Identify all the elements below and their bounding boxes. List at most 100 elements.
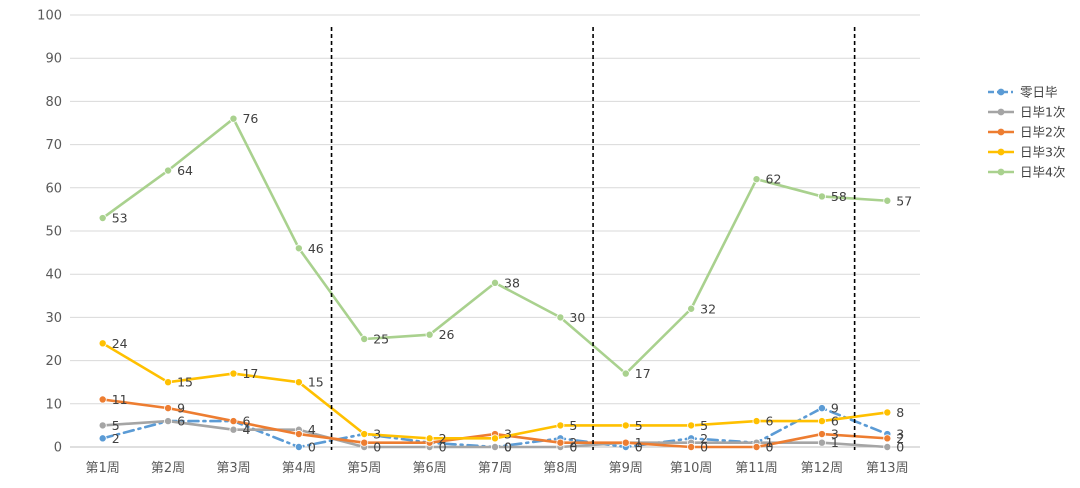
data-point — [817, 404, 826, 413]
series-5 — [98, 114, 892, 378]
data-label: 15 — [177, 375, 193, 390]
legend-item: 日毕3次 — [988, 145, 1065, 160]
data-label: 0 — [569, 440, 577, 455]
data-point — [621, 421, 630, 430]
data-point — [817, 438, 826, 447]
y-tick-label: 100 — [37, 9, 62, 24]
data-label: 6 — [831, 414, 839, 429]
data-label: 25 — [373, 332, 389, 347]
x-tick-label: 第5周 — [347, 461, 381, 476]
y-tick-label: 10 — [45, 397, 62, 412]
data-point — [164, 417, 173, 426]
data-label: 30 — [569, 310, 585, 325]
data-label: 24 — [112, 336, 128, 351]
data-label: 64 — [177, 163, 193, 178]
data-label: 62 — [766, 172, 782, 187]
data-label: 1 — [635, 435, 643, 450]
data-point — [98, 214, 107, 223]
data-point — [98, 434, 107, 443]
data-point — [490, 278, 499, 287]
data-label: 5 — [700, 418, 708, 433]
y-tick-label: 90 — [45, 52, 62, 67]
data-label: 17 — [635, 366, 651, 381]
data-label: 0 — [700, 440, 708, 455]
x-axis: 第1周 第2周 第3周 第4周 第5周 第6周 第7周 第8周 第9周 第10周 第11周 第12周 第… — [86, 461, 909, 476]
data-label: 0 — [635, 440, 643, 455]
data-point — [164, 166, 173, 175]
series-line — [101, 117, 889, 375]
gridlines — [70, 14, 920, 448]
data-point — [229, 369, 238, 378]
legend-marker — [997, 168, 1005, 176]
data-label: 4 — [308, 422, 316, 437]
data-label: 3 — [896, 427, 904, 442]
data-point — [752, 442, 761, 451]
data-point — [556, 421, 565, 430]
data-point — [294, 442, 303, 451]
data-label: 3 — [373, 427, 381, 442]
data-label: 0 — [504, 440, 512, 455]
data-label: 26 — [439, 327, 455, 342]
legend-label: 零日毕 — [1020, 85, 1058, 100]
x-tick-label: 第3周 — [216, 461, 250, 476]
legend-item: 零日毕 — [988, 85, 1058, 100]
x-tick-label: 第9周 — [609, 461, 643, 476]
data-label: 1 — [831, 435, 839, 450]
y-axis: 0 10 20 30 40 50 60 70 80 90 100 — [37, 9, 62, 456]
data-point — [621, 369, 630, 378]
series-lines — [98, 114, 892, 451]
x-tick-label: 第2周 — [151, 461, 185, 476]
legend-label: 日毕4次 — [1020, 165, 1065, 180]
data-point — [294, 430, 303, 439]
y-tick-label: 70 — [45, 138, 62, 153]
data-point — [164, 378, 173, 387]
data-point — [883, 442, 892, 451]
data-label: 57 — [896, 193, 912, 208]
data-label: 0 — [766, 440, 774, 455]
y-tick-label: 0 — [54, 441, 62, 456]
legend-label: 日毕3次 — [1020, 145, 1065, 160]
data-label: 17 — [242, 366, 258, 381]
data-point — [556, 313, 565, 322]
data-label: 3 — [504, 427, 512, 442]
y-tick-label: 60 — [45, 181, 62, 196]
data-label: 76 — [242, 111, 258, 126]
data-point — [817, 192, 826, 201]
data-label: 6 — [766, 414, 774, 429]
data-label: 0 — [439, 440, 447, 455]
data-label: 5 — [569, 418, 577, 433]
data-point — [294, 244, 303, 253]
data-label: 11 — [112, 392, 128, 407]
y-tick-label: 50 — [45, 225, 62, 240]
legend-label: 日毕2次 — [1020, 125, 1065, 140]
data-point — [98, 421, 107, 430]
data-point — [883, 196, 892, 205]
x-tick-label: 第7周 — [478, 461, 512, 476]
data-label: 0 — [373, 440, 381, 455]
data-label: 53 — [112, 211, 128, 226]
data-point — [425, 434, 434, 443]
data-point — [817, 417, 826, 426]
data-point — [360, 430, 369, 439]
data-point — [490, 442, 499, 451]
data-label: 1 — [766, 435, 774, 450]
x-tick-label: 第12周 — [801, 461, 844, 476]
y-tick-label: 20 — [45, 354, 62, 369]
data-point — [752, 175, 761, 184]
x-tick-label: 第10周 — [670, 461, 713, 476]
data-point — [490, 434, 499, 443]
data-label: 9 — [831, 401, 839, 416]
data-point — [752, 417, 761, 426]
data-label: 46 — [308, 241, 324, 256]
data-label: 32 — [700, 301, 716, 316]
data-label: 5 — [635, 418, 643, 433]
data-point — [425, 330, 434, 339]
data-point — [229, 114, 238, 123]
x-tick-label: 第11周 — [735, 461, 778, 476]
data-label: 3 — [831, 427, 839, 442]
data-point — [621, 438, 630, 447]
y-tick-label: 40 — [45, 268, 62, 283]
